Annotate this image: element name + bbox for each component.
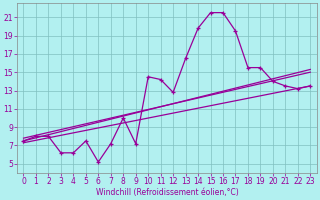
X-axis label: Windchill (Refroidissement éolien,°C): Windchill (Refroidissement éolien,°C): [96, 188, 238, 197]
